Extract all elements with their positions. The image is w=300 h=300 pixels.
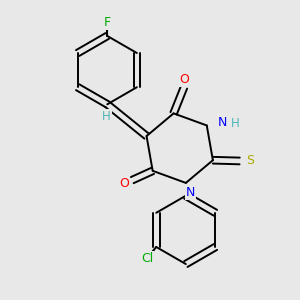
Text: O: O — [179, 73, 189, 86]
Text: F: F — [104, 16, 111, 29]
Text: O: O — [119, 177, 129, 190]
Text: N: N — [218, 116, 227, 129]
Text: H: H — [231, 118, 240, 130]
Text: Cl: Cl — [141, 252, 153, 265]
Text: N: N — [186, 186, 195, 199]
Text: S: S — [246, 154, 254, 167]
Text: H: H — [102, 110, 111, 123]
